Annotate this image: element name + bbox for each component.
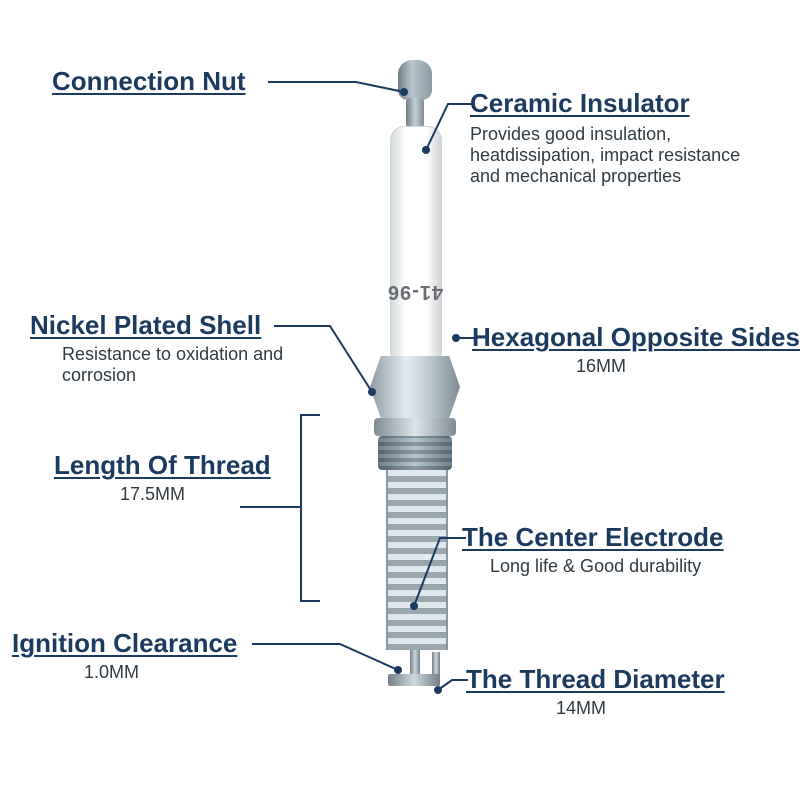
callout-title-connection_nut: Connection Nut	[52, 66, 246, 97]
plug-shell	[378, 436, 452, 470]
plug-terminal	[398, 60, 432, 100]
plug-gasket	[374, 418, 456, 436]
callout-sub-thread_diameter: 14MM	[556, 698, 676, 719]
callout-title-hex_sides: Hexagonal Opposite Sides	[472, 322, 800, 353]
callout-title-ignition_clearance: Ignition Clearance	[12, 628, 237, 659]
plug-ground-electrode	[388, 674, 440, 686]
callout-title-thread_length: Length Of Thread	[54, 450, 271, 481]
callout-title-thread_diameter: The Thread Diameter	[466, 664, 725, 695]
callout-title-ceramic_insulator: Ceramic Insulator	[470, 88, 690, 119]
plug-print-text: 41-96	[380, 280, 450, 303]
callout-title-nickel_shell: Nickel Plated Shell	[30, 310, 261, 341]
plug-terminal-neck	[406, 98, 424, 128]
callout-title-center_electrode: The Center Electrode	[462, 522, 724, 553]
plug-hex-nut	[370, 356, 460, 418]
callout-sub-ignition_clearance: 1.0MM	[84, 662, 204, 683]
callout-sub-center_electrode: Long life & Good durability	[490, 556, 750, 577]
callout-sub-hex_sides: 16MM	[576, 356, 696, 377]
callout-sub-thread_length: 17.5MM	[120, 484, 240, 505]
callout-sub-ceramic_insulator: Provides good insulation, heatdissipatio…	[470, 124, 770, 187]
callout-sub-nickel_shell: Resistance to oxidation and corrosion	[62, 344, 292, 386]
plug-insulator	[390, 126, 442, 358]
plug-thread	[386, 470, 448, 650]
spark-plug-illustration: 41-96	[360, 60, 480, 720]
diagram-stage: { "colors": { "title": "#1b3a5f", "subti…	[0, 0, 800, 800]
